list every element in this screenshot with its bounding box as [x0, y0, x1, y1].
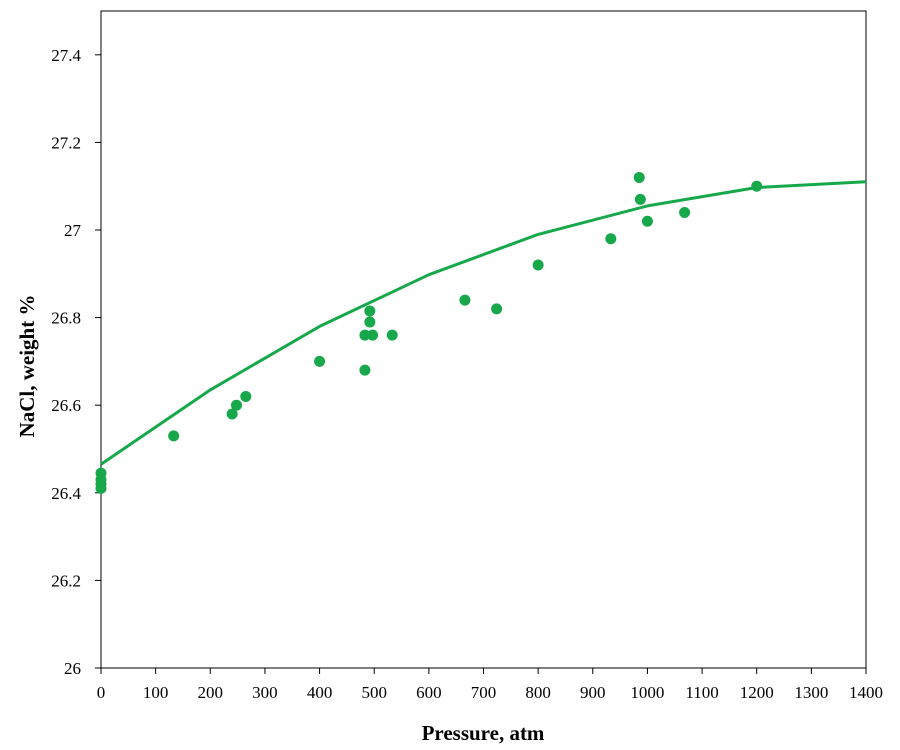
data-point [679, 206, 691, 218]
x-tick-label: 100 [143, 683, 169, 702]
data-point [314, 355, 326, 367]
y-tick-label: 26.2 [51, 571, 81, 590]
data-point [633, 171, 645, 183]
y-tick-label: 27.4 [51, 46, 81, 65]
x-tick-label: 600 [416, 683, 442, 702]
data-point [240, 390, 252, 402]
y-tick-label: 26.4 [51, 484, 81, 503]
x-tick-label: 1000 [630, 683, 664, 702]
data-point [386, 329, 398, 341]
data-point [226, 408, 238, 420]
y-tick-label: 27.2 [51, 133, 81, 152]
x-tick-label: 1100 [685, 683, 718, 702]
x-tick-label: 400 [307, 683, 333, 702]
y-tick-label: 26.6 [51, 396, 81, 415]
x-tick-label: 300 [252, 683, 278, 702]
data-point [364, 316, 376, 328]
data-point [641, 215, 653, 227]
x-tick-label: 1300 [794, 683, 828, 702]
x-tick-label: 0 [97, 683, 106, 702]
x-axis: 0 100 200 300 400 500 600 700 800 900 1000 1100 1200… [97, 668, 883, 702]
data-point [168, 430, 180, 442]
x-tick-label: 1400 [849, 683, 883, 702]
y-tick-label: 27 [64, 221, 82, 240]
y-tick-label: 26 [64, 659, 81, 678]
data-point [364, 305, 376, 317]
data-point [459, 294, 471, 306]
plot-area [100, 10, 867, 669]
x-tick-label: 900 [580, 683, 606, 702]
data-point [491, 303, 503, 315]
x-tick-label: 1200 [740, 683, 774, 702]
data-point [634, 193, 646, 205]
data-point [367, 329, 379, 341]
x-tick-label: 800 [525, 683, 551, 702]
y-axis: 26 26.2 26.4 26.6 26.8 27 27.2 27.4 [51, 46, 101, 678]
x-tick-label: 200 [198, 683, 224, 702]
data-point [751, 180, 763, 192]
y-tick-label: 26.8 [51, 309, 81, 328]
data-point [359, 364, 371, 376]
x-axis-title: Pressure, atm [422, 721, 545, 745]
fitted-curve [100, 180, 867, 466]
x-tick-label: 700 [471, 683, 497, 702]
y-axis-title: NaCl, weight % [15, 295, 39, 438]
curve-line [100, 180, 867, 466]
data-point [605, 233, 617, 245]
x-tick-label: 500 [361, 683, 387, 702]
data-point [95, 467, 107, 479]
data-points [95, 171, 763, 494]
data-point [532, 259, 544, 271]
plot-border [100, 10, 867, 669]
data-point [359, 329, 371, 341]
data-point [231, 399, 243, 411]
